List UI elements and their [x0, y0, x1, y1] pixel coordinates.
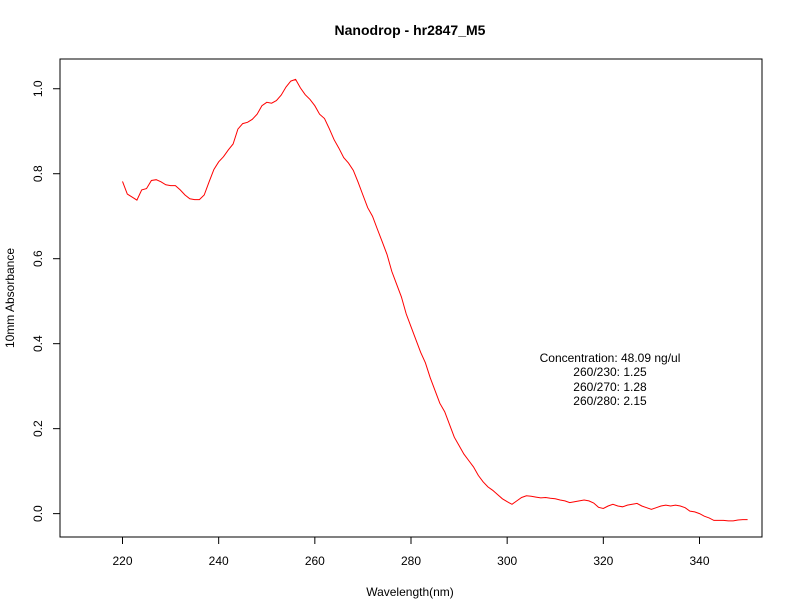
- chart-title: Nanodrop - hr2847_M5: [335, 22, 486, 38]
- x-tick-label: 280: [401, 554, 421, 568]
- x-tick-label: 260: [305, 554, 325, 568]
- y-tick-label: 1.0: [31, 80, 45, 97]
- plot-area: [122, 78, 748, 522]
- y-tick-label: 0.2: [31, 420, 45, 437]
- x-axis: 220 240 260 280 300 320 340: [112, 536, 710, 568]
- y-tick-label: 0.0: [31, 505, 45, 522]
- x-tick-label: 300: [497, 554, 517, 568]
- x-tick-label: 240: [209, 554, 229, 568]
- y-axis-label: 10mm Absorbance: [3, 248, 17, 348]
- x-axis-label: Wavelength(nm): [366, 585, 454, 599]
- y-tick-label: 0.6: [31, 250, 45, 267]
- annotation-260-230: 260/230: 1.25: [573, 365, 647, 379]
- annotation-260-280: 260/280: 2.15: [573, 394, 647, 408]
- x-tick-label: 220: [112, 554, 132, 568]
- absorbance-line: [122, 78, 748, 522]
- y-tick-label: 0.8: [31, 165, 45, 182]
- plot-frame: [59, 58, 763, 538]
- y-tick-label: 0.4: [31, 335, 45, 352]
- x-tick-label: 320: [593, 554, 613, 568]
- annotation-concentration: Concentration: 48.09 ng/ul: [540, 351, 681, 365]
- annotation-260-270: 260/270: 1.28: [573, 380, 647, 394]
- y-axis: 0.0 0.2 0.4 0.6 0.8 1.0: [31, 80, 61, 522]
- x-tick-label: 340: [689, 554, 709, 568]
